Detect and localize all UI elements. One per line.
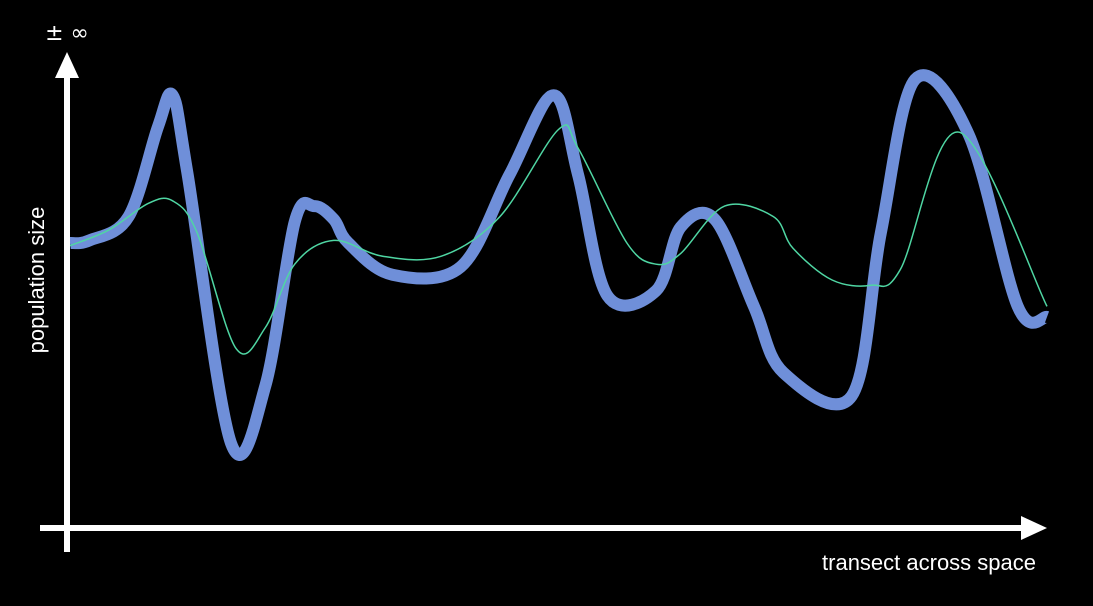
x-axis-arrowhead bbox=[1021, 516, 1047, 540]
y-axis-top-label: ± ∞ bbox=[45, 21, 89, 46]
y-axis-arrowhead bbox=[55, 52, 79, 78]
y-axis-label: population size bbox=[24, 207, 49, 354]
series-line-thick bbox=[69, 69, 1050, 461]
series-line-thin bbox=[69, 124, 1048, 355]
series-layer bbox=[69, 69, 1050, 461]
x-axis-label: transect across space bbox=[822, 550, 1036, 575]
